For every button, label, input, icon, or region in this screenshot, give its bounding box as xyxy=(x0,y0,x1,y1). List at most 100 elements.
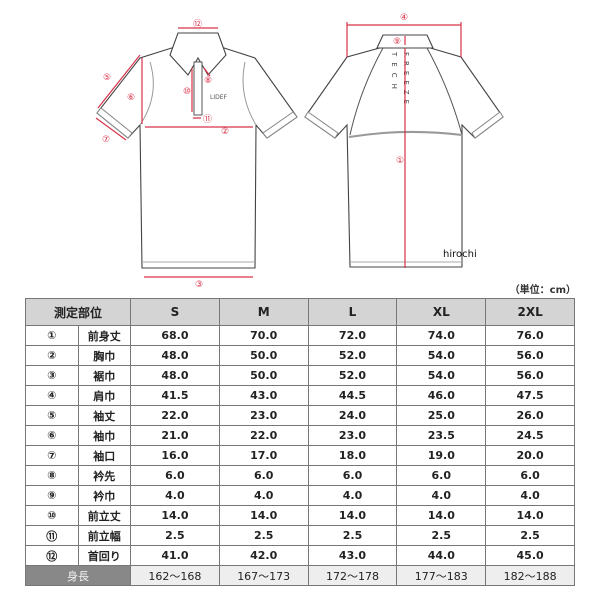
table-cell: 20.0 xyxy=(485,445,575,466)
shirt-diagram: LIDEF ⑫ ⑤ ⑥ ⑦ ⑧ ⑩ ⑪ ② ③ FREEZE TECH ④ ⑨ … xyxy=(95,13,504,290)
table-row: ③ 裾巾 48.0 50.0 52.0 54.0 56.0 xyxy=(25,365,575,386)
size-table: 測定部位 S M L XL 2XL ① 前身丈 68.0 70.0 72.0 74.0 7… xyxy=(25,298,575,586)
row-part: 衿先 xyxy=(77,465,131,486)
table-cell: 25.0 xyxy=(396,405,487,426)
table-cell: 48.0 xyxy=(130,365,220,386)
table-cell: 19.0 xyxy=(396,445,487,466)
row-number: ⑤ xyxy=(25,405,79,426)
row-part: 前立丈 xyxy=(77,505,131,526)
table-cell: 46.0 xyxy=(396,385,487,406)
height-label: 身長 xyxy=(25,565,131,586)
row-part: 袖口 xyxy=(77,445,131,466)
table-cell: 24.5 xyxy=(485,425,575,446)
table-cell: 45.0 xyxy=(485,545,575,566)
table-cell: 2.5 xyxy=(130,525,220,546)
row-part: 胸巾 xyxy=(77,345,131,366)
table-row: ⑨ 衿巾 4.0 4.0 4.0 4.0 4.0 xyxy=(25,485,575,506)
table-cell: 42.0 xyxy=(218,545,309,566)
table-cell: 50.0 xyxy=(218,365,309,386)
row-number: ② xyxy=(25,345,79,366)
table-cell: 24.0 xyxy=(307,405,398,426)
table-cell: 6.0 xyxy=(218,465,309,486)
table-cell: 44.0 xyxy=(396,545,487,566)
table-cell: 43.0 xyxy=(307,545,398,566)
table-cell: 54.0 xyxy=(396,365,487,386)
table-cell: 6.0 xyxy=(307,465,398,486)
label-m7: ⑦ xyxy=(102,135,110,145)
table-cell: 2.5 xyxy=(485,525,575,546)
label-m8: ⑧ xyxy=(204,76,212,86)
table-cell: 14.0 xyxy=(396,505,487,526)
row-number: ③ xyxy=(25,365,79,386)
table-cell: 74.0 xyxy=(396,325,487,346)
row-part: 前立幅 xyxy=(77,525,131,546)
row-number: ⑨ xyxy=(25,485,79,506)
table-cell: 47.5 xyxy=(485,385,575,406)
label-m5: ⑤ xyxy=(103,73,111,83)
row-part: 袖丈 xyxy=(77,405,131,426)
table-cell: 52.0 xyxy=(307,345,398,366)
table-cell: 23.0 xyxy=(307,425,398,446)
table-cell: 6.0 xyxy=(396,465,487,486)
front-view: LIDEF ⑫ ⑤ ⑥ ⑦ ⑧ ⑩ ⑪ ② ③ xyxy=(95,19,298,290)
table-row: ⑫ 首回り 41.0 42.0 43.0 44.0 45.0 xyxy=(25,545,575,566)
table-row: ⑥ 袖巾 21.0 22.0 23.0 23.5 24.5 xyxy=(25,425,575,446)
table-row: ④ 肩巾 41.5 43.0 44.5 46.0 47.5 xyxy=(25,385,575,406)
header-size: S xyxy=(130,298,220,326)
row-part: 肩巾 xyxy=(77,385,131,406)
back-view: FREEZE TECH ④ ⑨ ① hirochi xyxy=(304,13,504,268)
table-row: ⑩ 前立丈 14.0 14.0 14.0 14.0 14.0 xyxy=(25,505,575,526)
table-cell: 4.0 xyxy=(130,485,220,506)
table-cell: 22.0 xyxy=(130,405,220,426)
table-cell: 16.0 xyxy=(130,445,220,466)
watermark: hirochi xyxy=(443,249,477,260)
row-part: 前身丈 xyxy=(77,325,131,346)
height-cell: 162〜168 xyxy=(130,565,220,586)
table-cell: 44.5 xyxy=(307,385,398,406)
label-m9: ⑨ xyxy=(393,37,401,47)
table-cell: 6.0 xyxy=(485,465,575,486)
table-cell: 23.0 xyxy=(218,405,309,426)
table-cell: 4.0 xyxy=(307,485,398,506)
table-cell: 23.5 xyxy=(396,425,487,446)
row-part: 衿巾 xyxy=(77,485,131,506)
height-cell: 182〜188 xyxy=(485,565,575,586)
table-row: ② 胸巾 48.0 50.0 52.0 54.0 56.0 xyxy=(25,345,575,366)
table-cell: 70.0 xyxy=(218,325,309,346)
table-cell: 18.0 xyxy=(307,445,398,466)
table-cell: 50.0 xyxy=(218,345,309,366)
back-print-freeze: FREEZE xyxy=(402,52,410,109)
table-row: ⑧ 衿先 6.0 6.0 6.0 6.0 6.0 xyxy=(25,465,575,486)
table-row: ⑪ 前立幅 2.5 2.5 2.5 2.5 2.5 xyxy=(25,525,575,546)
table-cell: 2.5 xyxy=(396,525,487,546)
row-number: ⑧ xyxy=(25,465,79,486)
table-cell: 56.0 xyxy=(485,365,575,386)
header-part: 測定部位 xyxy=(25,298,131,326)
height-cell: 177〜183 xyxy=(396,565,487,586)
table-cell: 14.0 xyxy=(130,505,220,526)
height-row: 身長 162〜168 167〜173 172〜178 177〜183 182〜188 xyxy=(25,565,575,586)
height-cell: 172〜178 xyxy=(307,565,398,586)
table-cell: 6.0 xyxy=(130,465,220,486)
row-number: ④ xyxy=(25,385,79,406)
table-cell: 14.0 xyxy=(307,505,398,526)
row-number: ⑩ xyxy=(25,505,79,526)
table-cell: 14.0 xyxy=(485,505,575,526)
header-size: 2XL xyxy=(485,298,575,326)
logo: LIDEF xyxy=(210,94,228,101)
table-cell: 72.0 xyxy=(307,325,398,346)
table-cell: 14.0 xyxy=(218,505,309,526)
row-number: ① xyxy=(25,325,79,346)
label-m3: ③ xyxy=(195,280,203,290)
table-cell: 21.0 xyxy=(130,425,220,446)
table-cell: 2.5 xyxy=(218,525,309,546)
row-number: ⑥ xyxy=(25,425,79,446)
label-m6: ⑥ xyxy=(127,93,135,103)
table-cell: 52.0 xyxy=(307,365,398,386)
table-cell: 22.0 xyxy=(218,425,309,446)
label-m11: ⑪ xyxy=(203,114,212,125)
label-m2: ② xyxy=(221,127,229,137)
row-part: 首回り xyxy=(77,545,131,566)
table-cell: 4.0 xyxy=(396,485,487,506)
table-row: ⑤ 袖丈 22.0 23.0 24.0 25.0 26.0 xyxy=(25,405,575,426)
